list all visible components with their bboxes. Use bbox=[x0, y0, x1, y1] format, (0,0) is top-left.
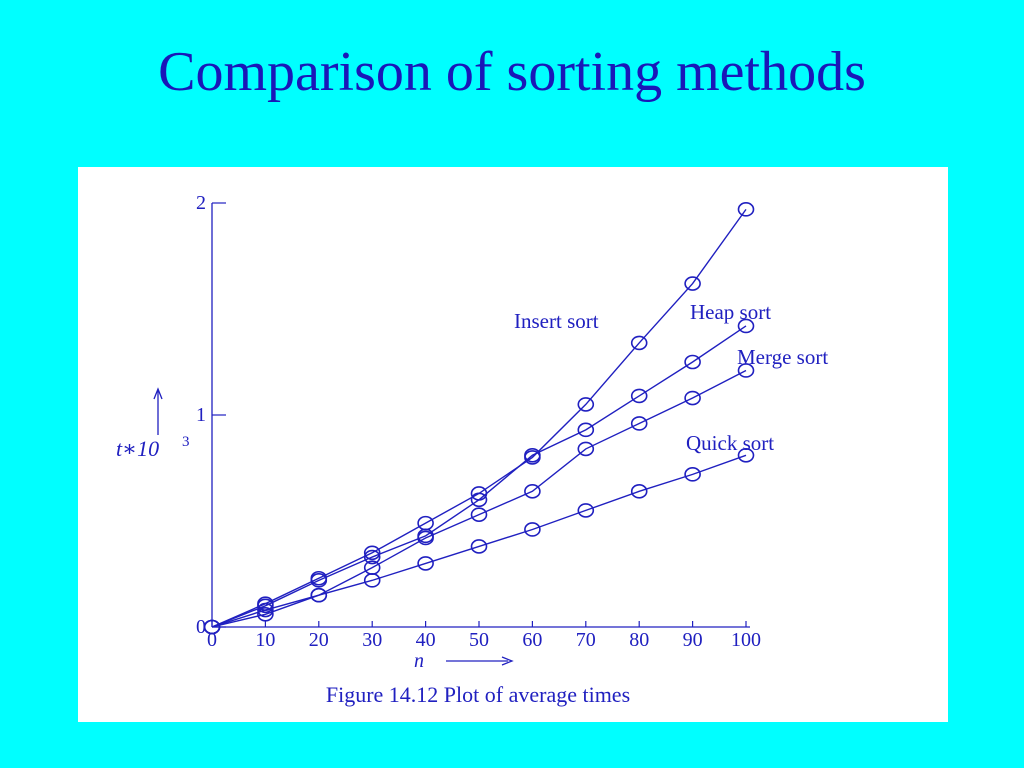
x-tick-label-10: 10 bbox=[255, 629, 275, 651]
marker-insert-sort-80 bbox=[630, 335, 648, 351]
marker-merge-sort-90 bbox=[684, 390, 701, 406]
series-label-quick-sort: Quick sort bbox=[686, 431, 774, 455]
slide-title: Comparison of sorting methods bbox=[158, 41, 866, 103]
y-tick-label-0: 0 bbox=[196, 616, 206, 638]
y-axis-label-text: t∗10 bbox=[116, 436, 159, 461]
marker-insert-sort-70 bbox=[577, 397, 595, 412]
marker-merge-sort-100 bbox=[737, 363, 755, 378]
marker-insert-sort-50 bbox=[470, 486, 488, 501]
series-line-insert-sort bbox=[211, 208, 747, 628]
x-tick-label-30: 30 bbox=[362, 629, 382, 651]
marker-quick-sort-20 bbox=[310, 587, 328, 603]
marker-quick-sort-100 bbox=[737, 447, 755, 463]
marker-quick-sort-0 bbox=[203, 619, 221, 635]
marker-quick-sort-10 bbox=[257, 606, 274, 622]
x-axis-arrow-head bbox=[501, 656, 514, 666]
x-tick-label-50: 50 bbox=[469, 629, 489, 651]
marker-quick-sort-30 bbox=[363, 573, 381, 588]
marker-heap-sort-90 bbox=[684, 354, 701, 370]
marker-heap-sort-100 bbox=[737, 318, 755, 334]
y-axis-arrow-head bbox=[153, 387, 163, 400]
marker-quick-sort-40 bbox=[417, 556, 434, 571]
marker-heap-sort-60 bbox=[524, 447, 541, 463]
marker-merge-sort-80 bbox=[630, 416, 648, 431]
marker-heap-sort-20 bbox=[310, 573, 328, 588]
marker-quick-sort-50 bbox=[470, 539, 488, 554]
marker-quick-sort-80 bbox=[630, 484, 648, 499]
y-tick-label-2: 2 bbox=[196, 192, 206, 214]
y-tick-label-1: 1 bbox=[196, 404, 206, 426]
x-tick-label-100: 100 bbox=[731, 629, 761, 651]
x-axis-label-text: n bbox=[414, 650, 424, 672]
marker-insert-sort-100 bbox=[737, 202, 755, 217]
series-line-quick-sort bbox=[211, 454, 747, 628]
marker-quick-sort-60 bbox=[524, 522, 541, 537]
marker-merge-sort-60 bbox=[524, 484, 541, 499]
x-tick-label-60: 60 bbox=[522, 629, 542, 651]
marker-merge-sort-70 bbox=[577, 441, 595, 457]
marker-heap-sort-10 bbox=[257, 598, 274, 614]
series-markers bbox=[203, 202, 755, 635]
marker-heap-sort-50 bbox=[470, 492, 488, 508]
marker-quick-sort-90 bbox=[684, 467, 701, 482]
series-label-merge-sort: Merge sort bbox=[737, 345, 828, 369]
marker-merge-sort-50 bbox=[470, 507, 488, 522]
chart-axes bbox=[211, 203, 750, 628]
x-tick-label-90: 90 bbox=[683, 629, 703, 651]
line-chart: 0 10 20 30 40 50 60 70 80 90 100 0 1 2 Insert sort Hea… bbox=[116, 192, 828, 707]
marker-heap-sort-30 bbox=[363, 549, 381, 565]
x-tick-label-80: 80 bbox=[629, 629, 649, 651]
marker-merge-sort-40 bbox=[417, 530, 434, 546]
chart-ticks: 0 10 20 30 40 50 60 70 80 90 100 0 1 2 bbox=[196, 192, 761, 651]
y-axis-label: t∗10 3 bbox=[116, 387, 190, 461]
marker-quick-sort-70 bbox=[577, 503, 595, 518]
series-labels: Insert sort Heap sort Merge sort Quick sort bbox=[514, 300, 828, 455]
x-tick-label-70: 70 bbox=[576, 629, 596, 651]
series-line-heap-sort bbox=[211, 325, 747, 628]
marker-insert-sort-30 bbox=[363, 545, 381, 561]
x-axis-label: n bbox=[414, 650, 514, 672]
x-tick-label-20: 20 bbox=[309, 629, 329, 651]
series-label-insert-sort: Insert sort bbox=[514, 309, 599, 333]
series-lines bbox=[211, 208, 747, 628]
figure-panel: 0 10 20 30 40 50 60 70 80 90 100 0 1 2 Insert sort Hea… bbox=[78, 167, 948, 722]
series-label-heap-sort: Heap sort bbox=[690, 300, 771, 324]
marker-insert-sort-90 bbox=[684, 276, 701, 291]
figure-caption: Figure 14.12 Plot of average times bbox=[326, 682, 630, 707]
x-tick-label-0: 0 bbox=[207, 629, 217, 651]
series-line-merge-sort bbox=[211, 369, 747, 628]
marker-heap-sort-80 bbox=[630, 388, 648, 404]
x-tick-label-40: 40 bbox=[416, 629, 436, 651]
marker-heap-sort-70 bbox=[577, 422, 595, 438]
y-axis-label-superscript: 3 bbox=[182, 434, 190, 450]
marker-merge-sort-10 bbox=[257, 602, 274, 618]
